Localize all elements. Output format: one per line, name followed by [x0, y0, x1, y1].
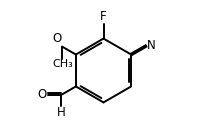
Text: O: O [52, 32, 61, 45]
Text: CH₃: CH₃ [52, 59, 73, 69]
Text: H: H [56, 106, 65, 119]
Text: O: O [38, 88, 47, 101]
Text: F: F [100, 10, 107, 23]
Text: N: N [147, 39, 156, 52]
